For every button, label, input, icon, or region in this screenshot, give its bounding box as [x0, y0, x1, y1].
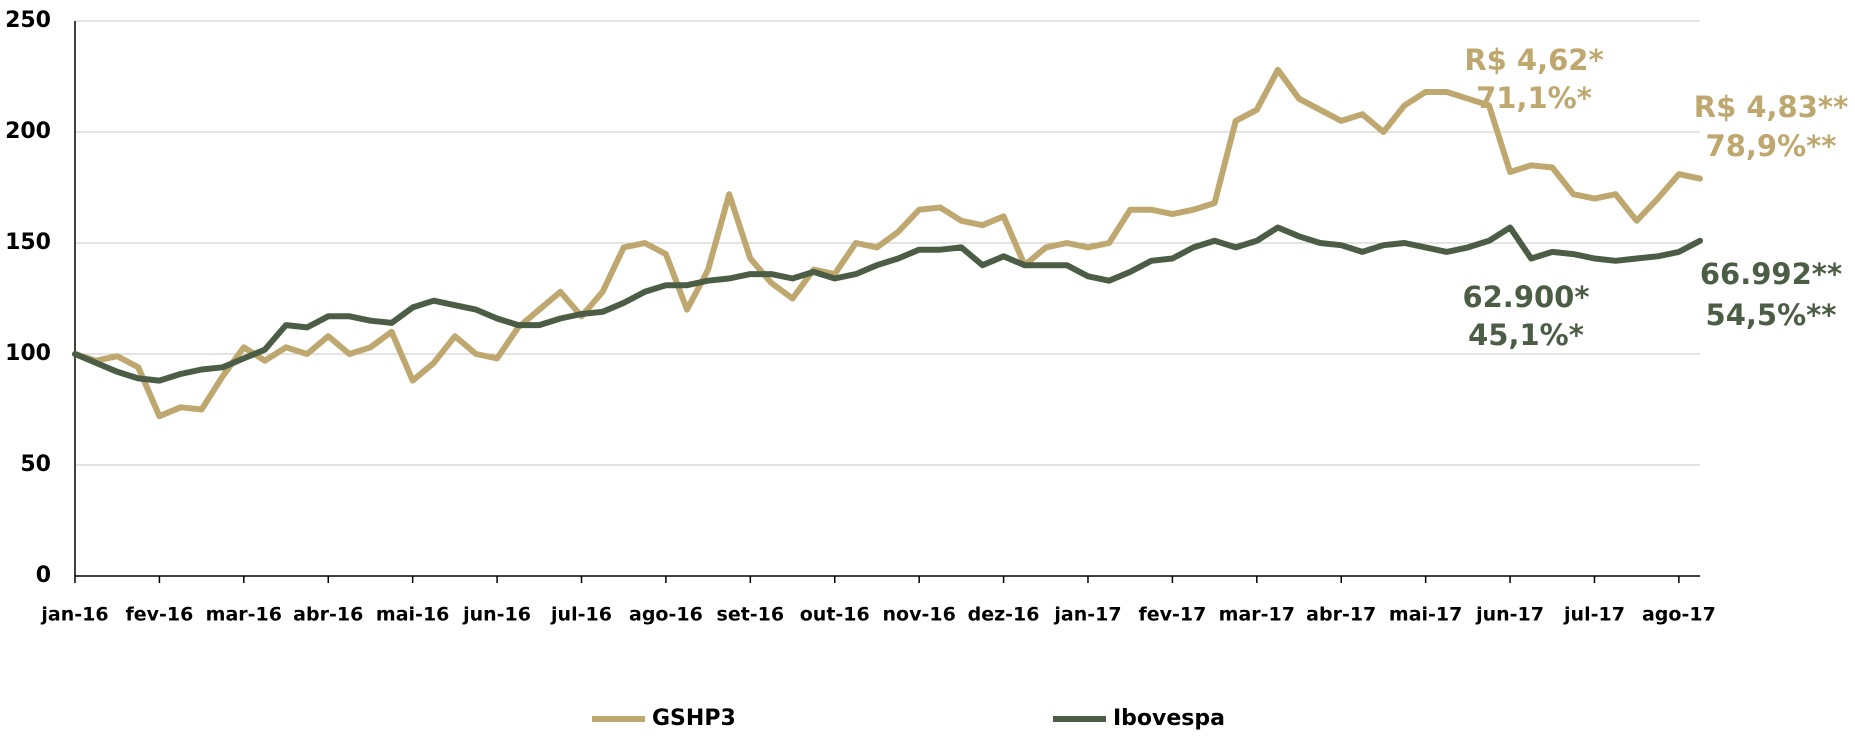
- x-tick-label: mai-16: [376, 604, 449, 626]
- legend-label: Ibovespa: [1113, 706, 1225, 731]
- x-tick-label: jan-16: [40, 604, 108, 626]
- x-tick-label: abr-16: [293, 604, 363, 626]
- x-tick-label: ago-17: [1642, 604, 1716, 626]
- annotation: 78,9%**: [1706, 129, 1837, 163]
- annotation: 71,1%*: [1476, 81, 1592, 115]
- y-tick-label: 0: [36, 563, 51, 588]
- x-tick-label: out-16: [800, 604, 870, 626]
- x-tick-label: jun-16: [462, 604, 531, 626]
- y-tick-label: 50: [20, 452, 51, 477]
- x-tick-label: jul-16: [550, 604, 612, 626]
- x-tick-label: fev-16: [125, 604, 193, 626]
- x-tick-label: abr-17: [1306, 604, 1376, 626]
- annotation: R$ 4,62*: [1464, 43, 1603, 77]
- x-tick-label: jun-17: [1475, 604, 1544, 626]
- x-tick-label: nov-16: [883, 604, 956, 626]
- y-tick-label: 100: [5, 341, 51, 366]
- x-tick-label: mar-17: [1219, 604, 1295, 626]
- x-tick-label: dez-16: [968, 604, 1040, 626]
- y-tick-label: 150: [5, 230, 51, 255]
- annotation: 66.992**: [1700, 257, 1842, 291]
- annotation: 45,1%*: [1468, 318, 1584, 352]
- x-tick-label: mai-17: [1389, 604, 1462, 626]
- x-tick-label: jul-17: [1563, 604, 1625, 626]
- y-tick-label: 200: [5, 119, 51, 144]
- x-tick-label: set-16: [717, 604, 785, 626]
- x-tick-label: mar-16: [206, 604, 282, 626]
- x-tick-label: fev-17: [1138, 604, 1206, 626]
- series-line: [72, 224, 1703, 384]
- annotation: R$ 4,83**: [1694, 90, 1849, 124]
- series-line: [72, 66, 1703, 420]
- x-tick-label: jan-17: [1053, 604, 1121, 626]
- x-tick-label: ago-16: [629, 604, 703, 626]
- annotation: 62.900*: [1462, 280, 1589, 314]
- legend-label: GSHP3: [652, 706, 736, 731]
- annotation: 54,5%**: [1706, 298, 1837, 332]
- y-tick-label: 250: [5, 8, 51, 33]
